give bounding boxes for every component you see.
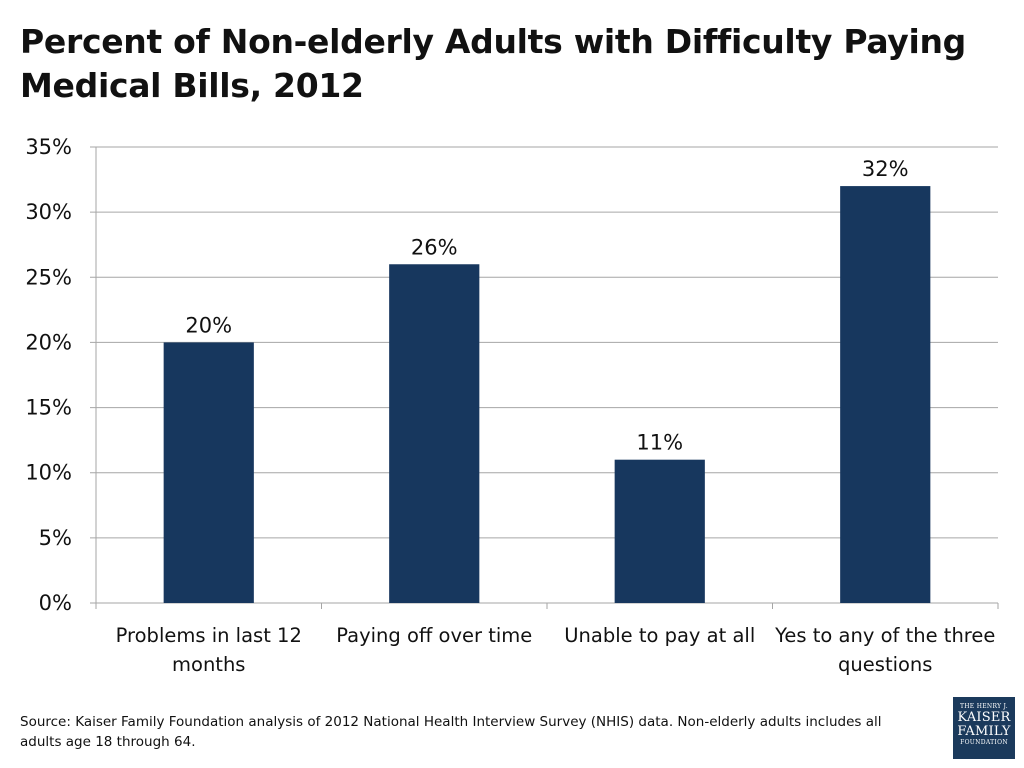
y-tick-label: 5% xyxy=(39,526,72,550)
bar xyxy=(840,186,931,604)
bar xyxy=(389,264,480,603)
chart-title: Percent of Non-elderly Adults with Diffi… xyxy=(20,22,967,105)
x-tick-label: Unable to pay at all xyxy=(564,624,755,647)
y-tick-label: 20% xyxy=(25,330,72,354)
bar-chart: 0% 5% 10% 15% 20% 25% 30% 35% 20% Problems in las… xyxy=(25,135,999,676)
y-tick-label: 0% xyxy=(39,591,72,615)
kff-logo: THE HENRY J. KAISER FAMILY FOUNDATION xyxy=(953,697,1015,759)
source-note: Source: Kaiser Family Foundation analysi… xyxy=(20,714,882,750)
x-tick-label: Yes to any of the three xyxy=(774,624,995,647)
logo-line-4: FOUNDATION xyxy=(960,739,1008,746)
x-tick-label: questions xyxy=(838,653,932,676)
y-tick-label: 15% xyxy=(25,396,72,420)
logo-line-3: FAMILY xyxy=(957,724,1011,739)
logo-line-2: KAISER xyxy=(957,710,1011,725)
y-tick-label: 10% xyxy=(25,461,72,485)
y-tick-label: 25% xyxy=(25,265,72,289)
bar xyxy=(614,459,705,603)
x-tick-label: Problems in last 12 xyxy=(116,624,302,647)
data-label: 11% xyxy=(636,431,683,455)
data-label: 26% xyxy=(411,235,458,259)
data-label: 32% xyxy=(862,157,909,181)
x-tick-label: months xyxy=(172,653,245,676)
logo-line-1: THE HENRY J. xyxy=(959,703,1009,710)
bar xyxy=(163,342,254,603)
y-tick-label: 35% xyxy=(25,135,72,159)
data-label: 20% xyxy=(185,313,232,337)
y-tick-label: 30% xyxy=(25,200,72,224)
x-tick-label: Paying off over time xyxy=(336,624,532,647)
